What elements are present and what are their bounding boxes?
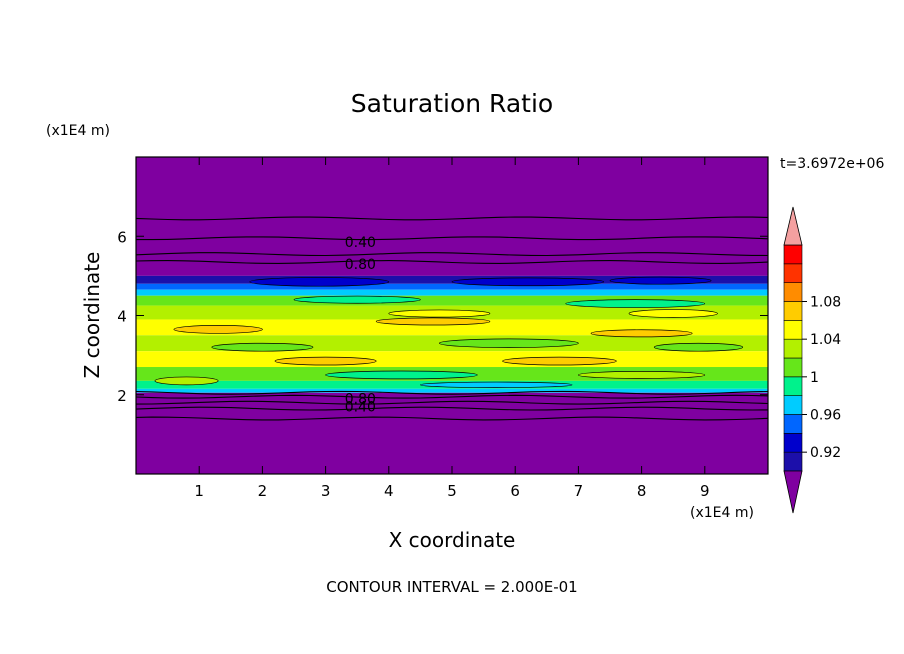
colorbar-bin — [783, 263, 803, 283]
colorbar-label: 0.92 — [810, 445, 841, 461]
y-tick-label: 4 — [117, 308, 127, 326]
time-label: t=3.6972e+06 — [780, 156, 884, 172]
field-patch — [154, 376, 219, 386]
contour-line — [135, 416, 769, 421]
colorbar-bin — [783, 433, 803, 453]
x-tick-label: 5 — [447, 482, 457, 500]
x-tick-label: 1 — [194, 482, 204, 500]
contour-label: 0.80 — [345, 257, 376, 273]
colorbar-bin — [783, 357, 803, 378]
y-unit-label: (x1E4 m) — [46, 123, 110, 139]
field-patch — [325, 370, 478, 380]
contour-interval-footer: CONTOUR INTERVAL = 2.000E-01 — [326, 578, 577, 596]
x-unit-label: (x1E4 m) — [690, 505, 754, 521]
contour-line — [135, 394, 769, 399]
field-patch — [249, 277, 390, 287]
contour-label-text: 0.80 — [345, 257, 376, 273]
contour-label: 0.40 — [345, 400, 376, 416]
x-tick-label: 3 — [321, 482, 331, 500]
field-patch — [439, 338, 579, 348]
colorbar: 0.92 0.96 1 1.04 1.08 — [783, 206, 841, 514]
x-tick-label: 9 — [700, 482, 710, 500]
field-patch — [628, 309, 718, 318]
field-band — [136, 295, 768, 306]
field-patch — [609, 276, 712, 285]
field-band — [136, 289, 768, 296]
field-band — [136, 275, 768, 284]
chart-title: Saturation Ratio — [351, 89, 553, 118]
field-patch — [590, 329, 693, 338]
colorbar-label: 1.08 — [810, 295, 841, 311]
contour-label-text: 0.40 — [345, 235, 376, 251]
colorbar-label: 1 — [810, 370, 819, 386]
field-patch — [653, 342, 744, 352]
y-axis-label: Z coordinate — [80, 252, 104, 379]
colorbar-bin — [783, 244, 803, 265]
contour-line — [135, 252, 769, 257]
field-patch — [420, 381, 573, 388]
plot-area: 0.400.800.800.40 — [135, 156, 769, 475]
colorbar-label: 0.96 — [810, 408, 841, 424]
field-patch — [388, 309, 491, 318]
field-patch — [274, 356, 377, 366]
contour-label-text: 0.40 — [345, 400, 376, 416]
field-patch — [375, 317, 491, 326]
field-patch — [451, 277, 605, 287]
field-band — [136, 388, 768, 393]
field-patch — [293, 295, 421, 304]
field-band — [136, 351, 768, 368]
x-axis-label: X coordinate — [389, 528, 516, 552]
colorbar-bin — [783, 282, 803, 302]
contour-line — [136, 236, 769, 241]
field-patch — [211, 342, 314, 352]
colorbar-bin — [783, 301, 803, 321]
y-axis: 2 4 6 — [117, 228, 768, 405]
contour-line — [135, 216, 769, 221]
contour-line — [135, 390, 769, 395]
y-tick-label: 6 — [117, 228, 127, 246]
contour-label: 0.40 — [345, 235, 376, 251]
contour-label: 0.80 — [345, 392, 376, 408]
colorbar-bin — [783, 414, 803, 434]
field-patch — [565, 299, 706, 308]
colorbar-bin — [783, 338, 803, 359]
x-tick-label: 2 — [258, 482, 268, 500]
colorbar-bin — [783, 376, 803, 396]
colorbar-label: 1.04 — [810, 332, 841, 348]
field-band — [136, 157, 768, 276]
field-patch — [578, 371, 706, 379]
contour-line — [135, 260, 769, 264]
contour-label-text: 0.80 — [345, 392, 376, 408]
x-tick-label: 8 — [637, 482, 647, 500]
x-tick-label: 4 — [384, 482, 394, 500]
contour-line — [135, 406, 769, 411]
colorbar-bin — [783, 451, 803, 472]
field-band — [136, 392, 768, 474]
contour-line — [135, 400, 769, 405]
x-axis: 1 2 3 4 5 6 7 8 9 — [194, 157, 710, 500]
colorbar-high-triangle — [783, 206, 803, 246]
colorbar-bin — [783, 320, 803, 340]
y-tick-label: 2 — [117, 387, 127, 405]
field-patch — [502, 356, 617, 366]
colorbar-low-triangle — [783, 470, 803, 514]
x-tick-label: 6 — [510, 482, 520, 500]
x-tick-label: 7 — [574, 482, 584, 500]
field-patch — [173, 325, 263, 334]
colorbar-bin — [783, 395, 803, 415]
field-band — [136, 283, 768, 290]
